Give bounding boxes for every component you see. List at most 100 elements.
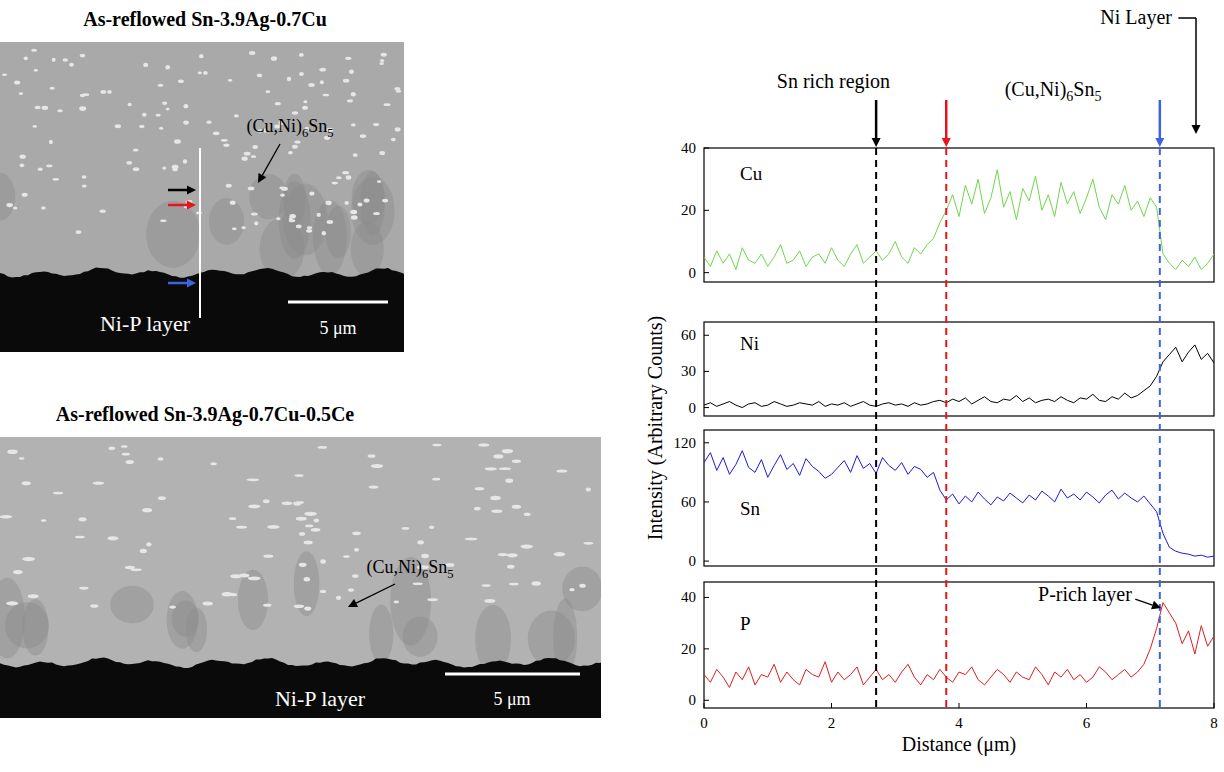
particle [79,517,87,521]
boundary-arrow-shaft [945,100,948,138]
ni-arrow-shaft [1195,18,1197,125]
particle [46,165,52,168]
particle [309,191,314,195]
particle [14,80,20,84]
particle [196,212,202,215]
panel: 060120Sn [674,430,1215,569]
particle [296,517,307,521]
text-run: (Cu,Ni) [1005,78,1067,101]
particle [6,203,13,207]
plot-frame [704,430,1214,566]
boundary-line [1159,148,1161,708]
particle [221,139,228,142]
particle [384,103,391,106]
particle [252,145,258,149]
particle [507,565,515,569]
particle [524,512,531,516]
particle [210,462,216,465]
x-axis-title: Distance (μm) [902,733,1017,756]
particle [294,604,304,608]
particle [336,596,341,600]
annotations: Sn rich region(Cu,Ni)6Sn5Ni LayerP-rich … [777,6,1201,708]
y-tick-label: 30 [681,363,696,379]
particle [203,71,208,75]
particle [178,79,184,83]
particle [379,151,385,155]
p-rich-arrow [1135,599,1161,609]
particle [166,108,170,111]
y-tick [704,501,709,502]
particle [289,214,296,219]
particle [257,74,262,78]
particle [304,512,317,516]
particle [299,532,305,536]
particle [498,553,508,556]
imc-patch [0,173,15,221]
particle [432,444,441,447]
particle [382,199,388,203]
particle [554,552,566,556]
particle [336,176,342,179]
particle [241,157,247,161]
particle [427,598,438,601]
particle [248,187,255,191]
imc-patch [352,170,385,225]
particle [465,538,478,541]
particle [512,505,521,509]
particle [294,140,300,143]
text-run: Sn [308,116,327,136]
particle [350,210,357,215]
particle [351,92,356,96]
scan-line [704,603,1214,688]
particle [41,519,47,522]
particle [222,592,232,596]
y-tick [704,561,709,562]
particle [322,231,326,235]
phase-arrow [348,584,395,607]
particle [49,87,54,90]
particle [76,230,82,234]
particle [318,446,327,449]
particle [583,542,593,545]
particle [130,568,142,571]
particle [296,224,302,228]
imc-patch [110,586,154,624]
particle [475,487,485,490]
substrate-label: Ni-P layer [275,686,366,711]
scale-label: 5 μm [493,689,530,709]
particle [507,553,518,557]
particle [299,72,304,76]
particle [265,90,270,93]
ni-p-substrate [0,658,601,718]
particle [107,90,112,94]
particle [251,155,256,158]
subscript: 5 [447,567,453,581]
particle [304,606,311,610]
particle [294,474,303,477]
particle [140,549,147,553]
phase-arrow [258,144,280,183]
boundary-line [945,148,947,708]
particle [292,145,298,149]
particle [158,84,164,87]
particle [162,102,167,105]
label-ground [1036,583,1134,606]
particle [532,581,541,585]
particle [7,449,17,454]
substrate-label: Ni-P layer [100,311,191,336]
particle [499,467,512,470]
plot-frame [704,582,1214,708]
particle [158,496,166,500]
x-tick-label: 0 [700,715,708,731]
particle [22,557,35,561]
particle [276,217,281,220]
x-tick-label: 8 [1210,715,1218,731]
particle [280,194,285,197]
plot-frame [704,148,1214,282]
particle [354,548,359,552]
particle [121,445,128,448]
x-tick-label: 6 [1083,715,1091,731]
particle [303,100,307,103]
particle [19,92,24,95]
text-run: (Cu,Ni) [366,557,422,578]
